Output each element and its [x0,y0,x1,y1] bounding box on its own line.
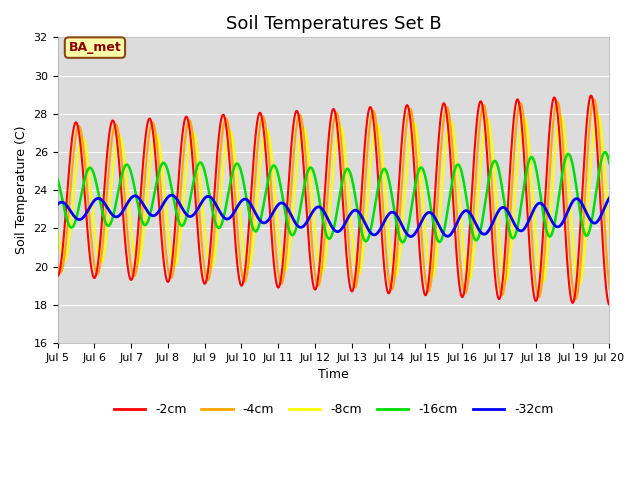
-16cm [605,160,613,166]
-2cm [266,198,273,204]
-2cm [149,131,157,137]
-4cm [535,294,543,300]
X-axis label: Time: Time [318,368,349,381]
-32cm [595,216,603,222]
-2cm [605,302,613,308]
-8cm [575,281,583,287]
-8cm [116,134,124,140]
-16cm [536,185,543,191]
-8cm [54,223,61,228]
-8cm [605,233,613,239]
-4cm [149,120,157,126]
-16cm [116,178,124,183]
Line: -8cm: -8cm [58,114,609,284]
-32cm [149,213,157,218]
-4cm [266,157,273,163]
-32cm [407,234,415,240]
Text: BA_met: BA_met [68,41,122,54]
-4cm [54,261,61,266]
-32cm [536,200,543,206]
-8cm [595,113,603,119]
-2cm [535,283,543,288]
Y-axis label: Soil Temperature (C): Soil Temperature (C) [15,126,28,254]
-16cm [266,173,273,179]
-32cm [54,202,61,207]
-16cm [289,232,297,238]
-8cm [149,139,157,145]
-4cm [605,286,613,291]
Legend: -2cm, -4cm, -8cm, -16cm, -32cm: -2cm, -4cm, -8cm, -16cm, -32cm [109,398,558,421]
-8cm [289,209,297,215]
Line: -4cm: -4cm [58,99,609,299]
Line: -32cm: -32cm [58,195,609,237]
-32cm [168,192,175,198]
-4cm [590,96,598,102]
-32cm [116,211,124,217]
-16cm [601,149,609,155]
-16cm [54,176,61,182]
Line: -16cm: -16cm [58,152,609,242]
-2cm [116,177,124,183]
-4cm [289,160,297,166]
Title: Soil Temperatures Set B: Soil Temperatures Set B [226,15,442,33]
-32cm [266,216,273,222]
-32cm [289,216,297,222]
-8cm [535,266,543,272]
-4cm [595,130,603,136]
-8cm [266,133,273,139]
-2cm [595,171,603,177]
-16cm [149,197,157,203]
-16cm [399,240,406,245]
-2cm [587,93,595,98]
-32cm [605,195,613,201]
-8cm [594,111,602,117]
-4cm [116,145,124,151]
-4cm [572,296,579,302]
-2cm [54,273,61,279]
Line: -2cm: -2cm [58,96,609,305]
-2cm [289,124,297,130]
-16cm [595,171,603,177]
